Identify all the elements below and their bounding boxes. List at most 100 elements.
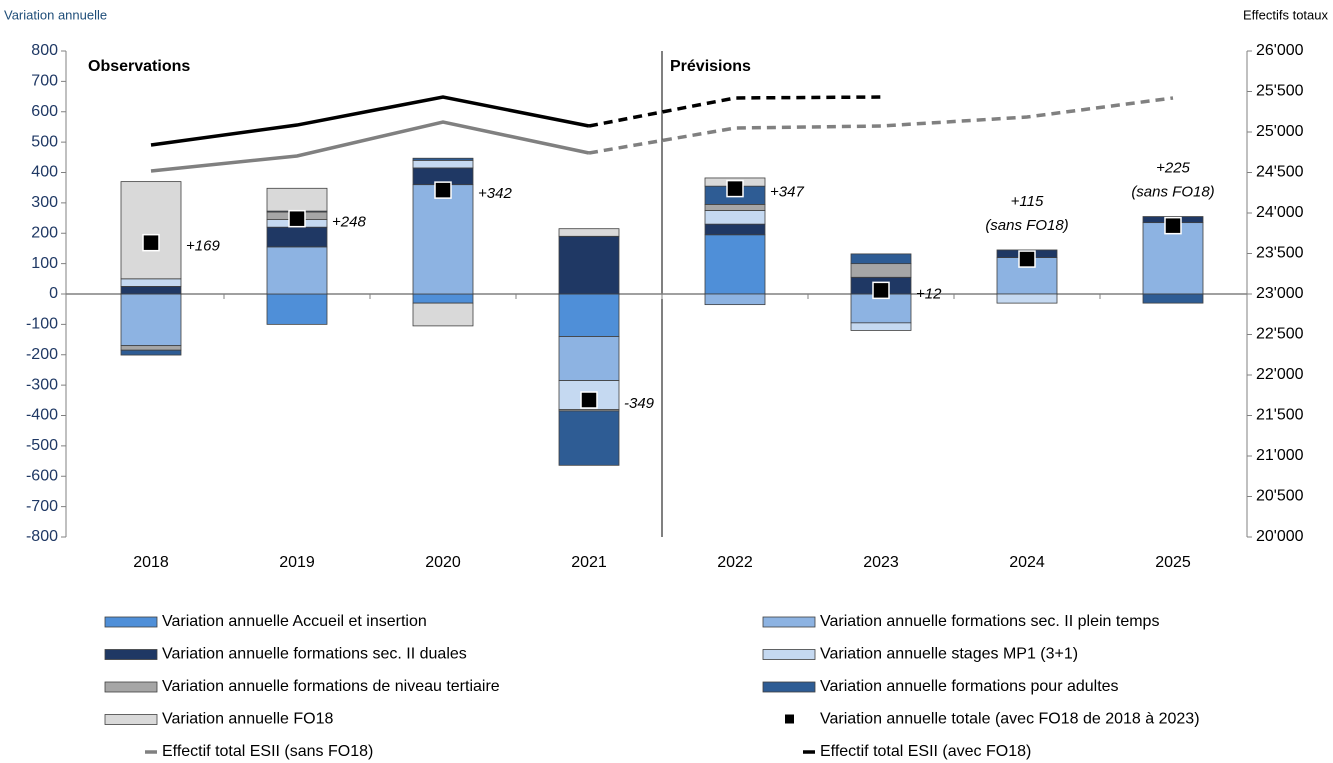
legend-label: Variation annuelle Accueil et insertion: [162, 613, 427, 630]
legend-label: Variation annuelle totale (avec FO18 de …: [820, 711, 1200, 728]
bar-segment: [120, 181, 182, 280]
total-marker: [1164, 216, 1182, 235]
y2-tick-label: 21'000: [1256, 447, 1304, 464]
y-tick-label: -800: [26, 528, 58, 545]
y2-tick-label: 23'000: [1256, 285, 1304, 302]
value-label: +225: [1156, 160, 1190, 177]
x-tick-label: 2022: [717, 554, 753, 571]
bar-segment: [412, 293, 474, 304]
x-tick-label: 2020: [425, 554, 461, 571]
x-tick-label: 2018: [133, 554, 169, 571]
bar-segment: [412, 157, 474, 161]
bar-segment: [704, 210, 766, 225]
y2-axis-label: Effectifs totaux: [1243, 7, 1329, 22]
y2-tick-label: 24'500: [1256, 164, 1304, 181]
legend-label: Variation annuelle formations sec. II pl…: [820, 613, 1159, 630]
bar-segment: [704, 223, 766, 236]
bar-segment: [704, 293, 766, 306]
bar-segment: [120, 293, 182, 347]
line-series: [588, 95, 882, 128]
bar-segment: [266, 187, 328, 212]
bar-segment: [558, 293, 620, 337]
y-tick-label: 500: [31, 133, 58, 150]
bar-segment: [266, 293, 328, 325]
bar-segment: [412, 184, 474, 295]
value-label: +248: [332, 214, 366, 231]
legend-label: Variation annuelle formations de niveau …: [162, 678, 500, 695]
value-label: +115: [1011, 193, 1044, 210]
y2-tick-label: 20'000: [1256, 528, 1304, 545]
line-series: [150, 120, 590, 173]
legend-swatch: [104, 649, 158, 660]
bar-segment: [850, 253, 912, 265]
bar-segment: [266, 246, 328, 295]
bar-segment: [704, 203, 766, 211]
legend-label: Variation annuelle FO18: [162, 711, 333, 728]
total-marker: [142, 233, 160, 252]
legend-label: Variation annuelle formations sec. II du…: [162, 646, 467, 663]
x-tick-label: 2024: [1009, 554, 1045, 571]
x-tick-label: 2019: [279, 554, 315, 571]
y2-tick-label: 21'500: [1256, 407, 1304, 424]
y-tick-label: -200: [26, 346, 58, 363]
bar-segment: [120, 349, 182, 356]
y2-tick-label: 23'500: [1256, 245, 1304, 262]
y-tick-label: -700: [26, 498, 58, 515]
legend-swatch: [104, 714, 158, 725]
y-tick-label: 200: [31, 224, 58, 241]
bar-segment: [850, 322, 912, 331]
legend-swatch: [785, 714, 794, 724]
bar-segment: [120, 286, 182, 295]
value-label: -349: [624, 395, 655, 412]
total-marker: [1018, 250, 1036, 268]
legend-swatch: [104, 681, 158, 693]
legend-swatch: [762, 649, 816, 660]
y2-tick-label: 24'000: [1256, 204, 1304, 221]
bar-segment: [266, 226, 328, 248]
y2-tick-label: 26'000: [1256, 42, 1304, 59]
y-tick-label: -400: [26, 407, 58, 424]
bar-segment: [558, 228, 620, 237]
y-tick-label: 300: [31, 194, 58, 211]
legend-swatch: [104, 616, 158, 628]
line-series: [150, 95, 590, 147]
x-tick-label: 2025: [1155, 554, 1191, 571]
y-tick-label: 0: [49, 285, 58, 302]
bar-segment: [120, 345, 182, 351]
bar-segment: [558, 235, 620, 295]
y-tick-label: 600: [31, 103, 58, 120]
y2-tick-label: 22'000: [1256, 366, 1304, 383]
total-marker: [872, 281, 890, 300]
legend-label: Variation annuelle stages MP1 (3+1): [820, 646, 1078, 663]
total-marker: [434, 181, 452, 199]
y-tick-label: -600: [26, 467, 58, 484]
bar-segment: [412, 159, 474, 169]
y2-tick-label: 20'500: [1256, 488, 1304, 505]
y-tick-label: -300: [26, 376, 58, 393]
bar-segment: [558, 336, 620, 381]
legend-swatch: [762, 616, 816, 628]
y-tick-label: 400: [31, 164, 58, 181]
y-axis-label: Variation annuelle: [4, 7, 107, 22]
y-tick-label: 800: [31, 42, 58, 59]
legend-label: Effectif total ESII (sans FO18): [162, 743, 373, 760]
bar-segment: [412, 302, 474, 327]
x-tick-label: 2023: [863, 554, 899, 571]
value-label: +342: [478, 185, 512, 202]
y-tick-label: -100: [26, 316, 58, 333]
legend-label: Effectif total ESII (avec FO18): [820, 743, 1031, 760]
value-label: +12: [916, 285, 942, 302]
annotation: (sans FO18): [1131, 184, 1214, 201]
bar-segment: [1142, 293, 1204, 304]
section-label: Prévisions: [670, 58, 751, 75]
value-label: +347: [770, 184, 804, 201]
value-label: +169: [186, 238, 220, 255]
bar-segment: [558, 410, 620, 466]
legend-label: Variation annuelle formations pour adult…: [820, 678, 1119, 695]
y-tick-label: 100: [31, 255, 58, 272]
y2-tick-label: 25'500: [1256, 83, 1304, 100]
legend-swatch: [762, 681, 816, 693]
